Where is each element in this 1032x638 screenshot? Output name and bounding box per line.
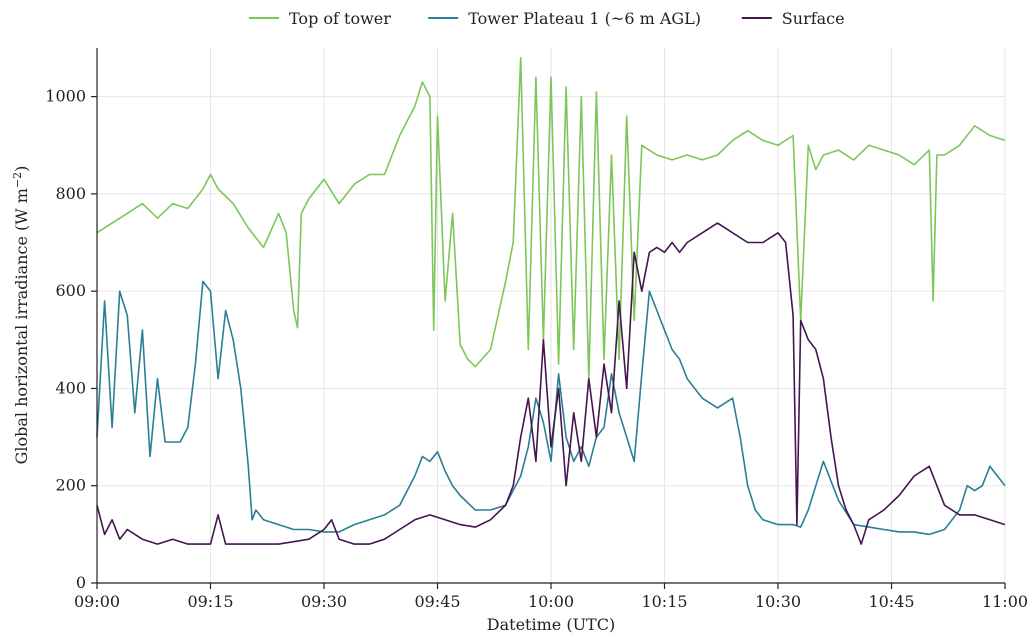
y-tick-label: 600 — [55, 281, 86, 300]
series-layer — [96, 56, 1006, 545]
x-tick-label: 09:15 — [187, 592, 233, 611]
legend-item: Top of tower — [249, 9, 391, 28]
x-ticks: 09:00 09:15 09:30 09:45 10:00 10:15 10:30 10:45… — [74, 583, 1028, 611]
x-tick-label: 11:00 — [982, 592, 1028, 611]
series-line-3 — [96, 222, 1006, 545]
x-tick-label: 10:00 — [528, 592, 574, 611]
legend: Top of tower Tower Plateau 1 (~6 m AGL) Su… — [249, 9, 845, 28]
x-tick-label: 10:45 — [868, 592, 914, 611]
x-tick-label: 09:45 — [414, 592, 460, 611]
y-axis-title-close: ) — [12, 166, 31, 172]
y-tick-label: 1000 — [45, 87, 86, 106]
y-axis-title-exponent: −2 — [11, 172, 24, 188]
legend-label: Tower Plateau 1 (~6 m AGL) — [468, 9, 701, 28]
x-tick-label: 10:30 — [755, 592, 801, 611]
x-tick-label: 09:00 — [74, 592, 120, 611]
y-ticks: 0 200 400 600 800 1000 — [45, 87, 97, 592]
y-tick-label: 400 — [55, 378, 86, 397]
x-tick-label: 09:30 — [301, 592, 347, 611]
y-axis-title: Global horizontal irradiance (W m−2) — [11, 166, 31, 465]
gridlines — [96, 48, 1006, 584]
y-tick-label: 200 — [55, 476, 86, 495]
y-tick-label: 0 — [76, 573, 86, 592]
legend-item: Surface — [741, 9, 845, 28]
y-tick-label: 800 — [55, 184, 86, 203]
legend-label: Top of tower — [289, 9, 391, 28]
legend-label: Surface — [782, 9, 845, 28]
x-axis-title: Datetime (UTC) — [487, 615, 615, 634]
series-line-2 — [96, 280, 1006, 536]
x-tick-label: 10:15 — [641, 592, 687, 611]
legend-item: Tower Plateau 1 (~6 m AGL) — [428, 9, 701, 28]
